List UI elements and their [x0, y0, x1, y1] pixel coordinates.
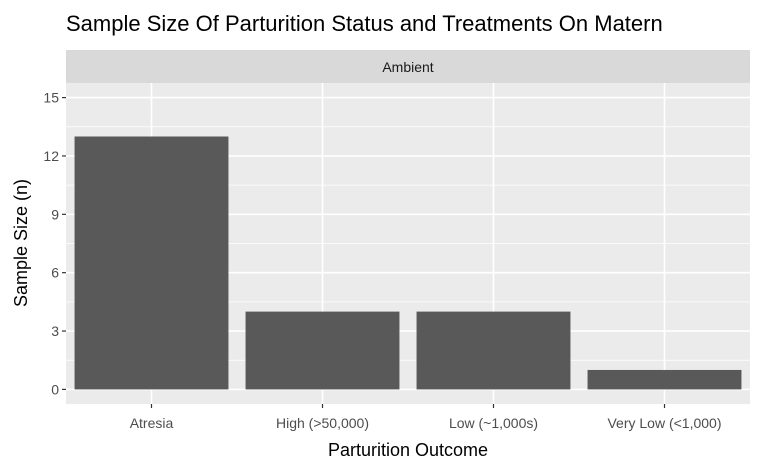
x-tick-label: Atresia [130, 415, 174, 431]
facet-strip [66, 50, 750, 83]
bar [587, 369, 742, 390]
chart-title: Sample Size Of Parturition Status and Tr… [66, 11, 663, 36]
y-tick-label: 12 [43, 148, 59, 164]
facet-strip-label: Ambient [382, 59, 433, 75]
x-tick-label: Very Low (<1,000) [607, 415, 721, 431]
y-axis: 0 3 6 9 12 15 [43, 90, 66, 397]
bar [245, 311, 400, 390]
x-tick-label: High (>50,000) [276, 415, 369, 431]
bars [74, 136, 742, 390]
x-tick-label: Low (~1,000s) [449, 415, 538, 431]
y-tick-label: 3 [51, 323, 59, 339]
y-tick-label: 9 [51, 206, 59, 222]
y-axis-label: Sample Size (n) [11, 179, 31, 307]
bar [416, 311, 571, 390]
y-tick-label: 6 [51, 265, 59, 281]
bar [74, 136, 229, 390]
y-tick-label: 15 [43, 90, 59, 106]
y-tick-label: 0 [51, 381, 59, 397]
x-axis: Atresia High (>50,000) Low (~1,000s) Very L… [130, 404, 722, 431]
x-axis-label: Parturition Outcome [328, 440, 488, 460]
